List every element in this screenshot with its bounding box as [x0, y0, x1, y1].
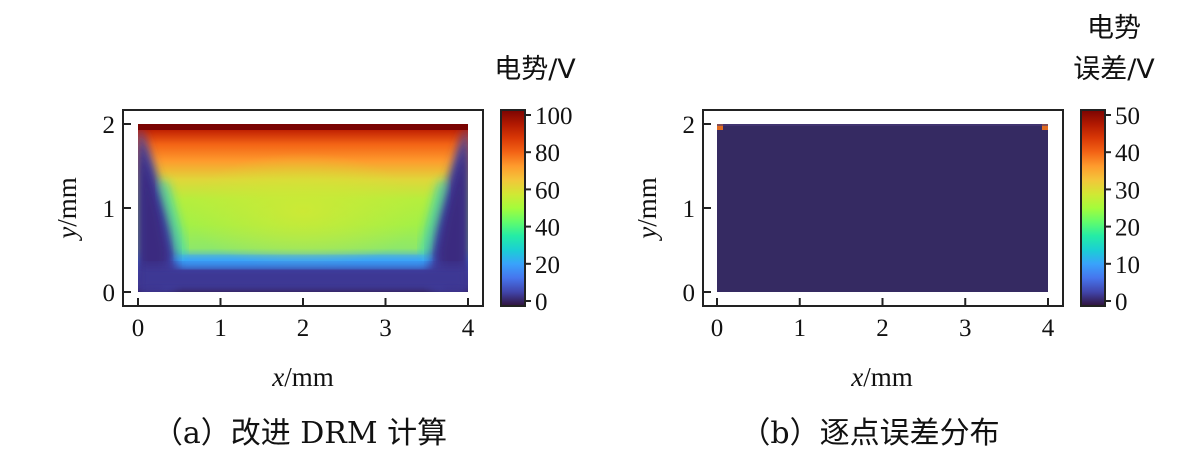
x-tick-label-b-1: 1: [794, 315, 807, 342]
colorbar-title-b-line1: 电势: [1087, 13, 1141, 44]
x-tick-label-a-2: 2: [297, 315, 310, 342]
x-ticks-a: 0 1 2 3 4: [132, 298, 475, 342]
colorbar-tick-label-a-3: 60: [535, 177, 560, 204]
x-axis-label-a: x/mm: [271, 362, 334, 392]
colorbar-tick-label-a-2: 40: [535, 215, 560, 242]
y-tick-label-b-1: 1: [683, 196, 696, 223]
colorbar-title-b-line2: 误差/V: [1073, 54, 1155, 85]
y-ticks-a: 0 1 2: [103, 112, 131, 307]
y-tick-label-b-2: 2: [683, 112, 696, 139]
colorbar-b: [1080, 109, 1106, 307]
x-tick-label-b-4: 4: [1042, 315, 1055, 342]
colorbar-tick-label-b-0: 0: [1115, 289, 1128, 316]
panel-a: 0 1 2 3 4 0 1 2 x/mm y/mm 0 20 40 60 80 100 电势/V （a…: [52, 54, 576, 451]
colorbar-tick-label-a-0: 0: [535, 289, 548, 316]
x-tick-label-a-3: 3: [379, 315, 392, 342]
caption-a: （a）改进 DRM 计算: [153, 416, 447, 451]
colorbar-tick-label-b-1: 10: [1115, 252, 1140, 279]
colorbar-tick-label-b-4: 40: [1115, 140, 1140, 167]
caption-b: （b）逐点误差分布: [740, 416, 999, 451]
y-tick-label-a-2: 2: [103, 112, 116, 139]
x-tick-label-a-4: 4: [462, 315, 475, 342]
y-tick-label-a-0: 0: [103, 280, 116, 307]
colorbar-a: [500, 109, 526, 307]
colorbar-tick-label-a-1: 20: [535, 252, 560, 279]
x-tick-label-b-0: 0: [711, 315, 724, 342]
x-ticks-b: 0 1 2 3 4: [711, 298, 1055, 342]
colorbar-title-a-line1: 电势/V: [494, 54, 576, 85]
colorbar-tick-label-b-3: 30: [1115, 177, 1140, 204]
colorbar-tick-label-b-2: 20: [1115, 215, 1140, 242]
colorbar-tick-label-a-5: 100: [535, 103, 573, 130]
y-axis-label-b: y/mm: [632, 177, 662, 242]
x-tick-label-a-1: 1: [214, 315, 227, 342]
colorbar-ticks-b: 0 10 20 30 40 50: [1105, 103, 1140, 316]
x-tick-label-a-0: 0: [132, 315, 145, 342]
x-tick-label-b-2: 2: [876, 315, 889, 342]
y-axis-label-a: y/mm: [52, 177, 82, 242]
y-ticks-b: 0 1 2: [683, 112, 711, 307]
x-tick-label-b-3: 3: [959, 315, 972, 342]
colorbar-ticks-a: 0 20 40 60 80 100: [525, 103, 573, 316]
heatmap-a: [138, 124, 468, 292]
colorbar-tick-label-a-4: 80: [535, 140, 560, 167]
y-tick-label-a-1: 1: [103, 196, 116, 223]
colorbar-tick-label-b-5: 50: [1115, 103, 1140, 130]
y-tick-label-b-0: 0: [683, 280, 696, 307]
heatmap-b: [717, 124, 1048, 292]
x-axis-label-b: x/mm: [850, 362, 913, 392]
